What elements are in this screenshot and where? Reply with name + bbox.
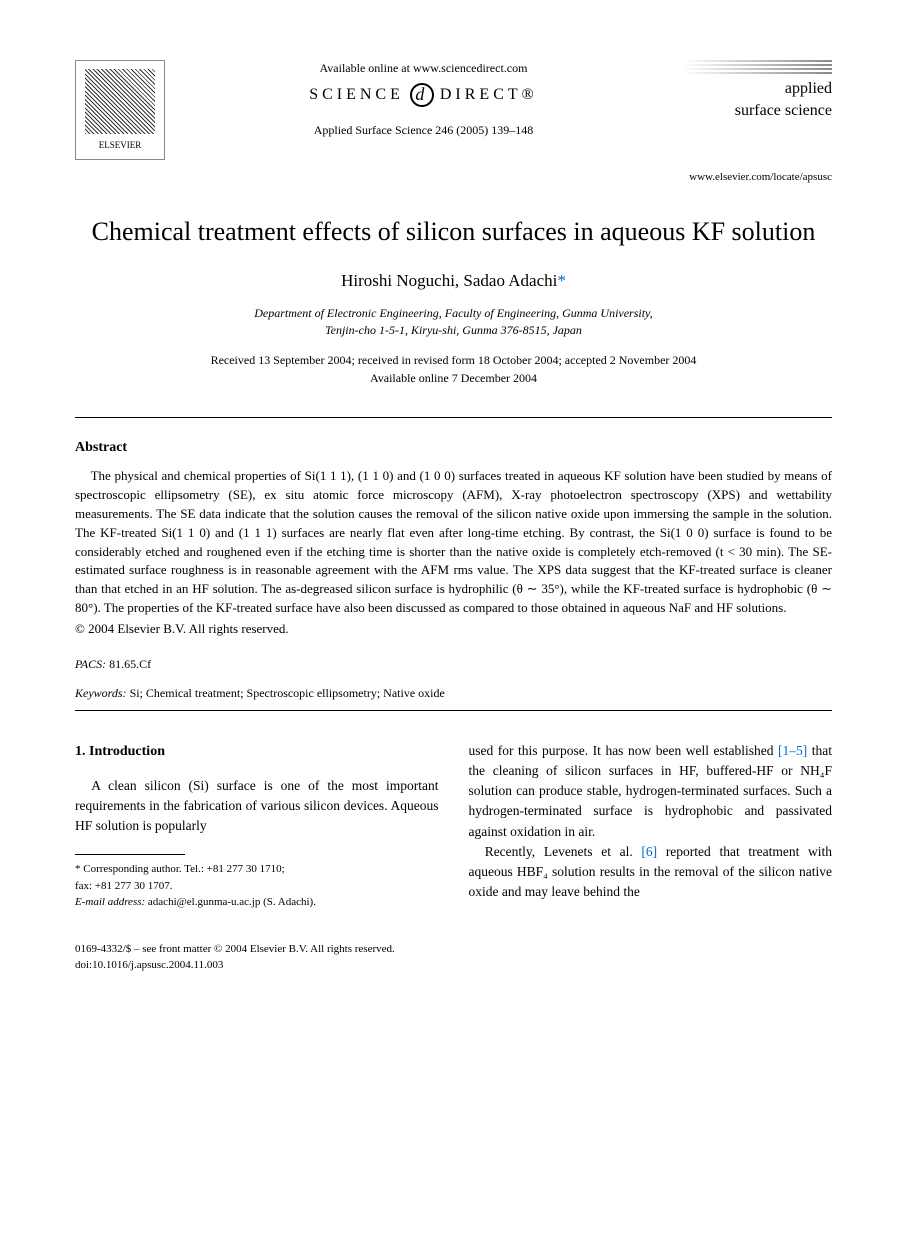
footer-info: 0169-4332/$ – see front matter © 2004 El… — [75, 941, 832, 974]
corr-fax: fax: +81 277 30 1707. — [75, 878, 439, 895]
footnote-divider — [75, 854, 185, 855]
publisher-name: ELSEVIER — [99, 139, 142, 152]
author-1: Hiroshi Noguchi — [341, 271, 455, 290]
article-title: Chemical treatment effects of silicon su… — [75, 215, 832, 249]
affiliation: Department of Electronic Engineering, Fa… — [75, 305, 832, 339]
sciencedirect-block: Available online at www.sciencedirect.co… — [309, 60, 538, 144]
header-row: ELSEVIER Available online at www.science… — [75, 60, 832, 160]
copyright-text: © 2004 Elsevier B.V. All rights reserved… — [75, 620, 832, 638]
para3-a: Recently, Levenets et al. — [485, 844, 642, 859]
corresponding-mark: * — [557, 271, 566, 290]
journal-logo: applied surface science — [682, 60, 832, 123]
corresponding-footnote: * Corresponding author. Tel.: +81 277 30… — [75, 861, 439, 911]
elsevier-tree-icon — [85, 69, 155, 134]
journal-name-1: applied — [682, 78, 832, 100]
keywords-label: Keywords: — [75, 686, 127, 700]
available-online-text: Available online at www.sciencedirect.co… — [309, 60, 538, 77]
corr-email-line: E-mail address: adachi@el.gunma-u.ac.jp … — [75, 894, 439, 911]
dates-line2: Available online 7 December 2004 — [75, 369, 832, 387]
intro-para-3: Recently, Levenets et al. [6] reported t… — [469, 842, 833, 903]
intro-para-2: used for this purpose. It has now been w… — [469, 741, 833, 842]
right-column: used for this purpose. It has now been w… — [469, 741, 833, 911]
keywords: Keywords: Si; Chemical treatment; Spectr… — [75, 685, 832, 702]
article-dates: Received 13 September 2004; received in … — [75, 351, 832, 387]
authors: Hiroshi Noguchi, Sadao Adachi* — [75, 269, 832, 293]
intro-para-1: A clean silicon (Si) surface is one of t… — [75, 776, 439, 837]
pacs-value: 81.65.Cf — [109, 657, 151, 671]
journal-name-2: surface science — [682, 100, 832, 122]
abstract-text: The physical and chemical properties of … — [75, 467, 832, 618]
section-1-heading: 1. Introduction — [75, 741, 439, 762]
left-column: 1. Introduction A clean silicon (Si) sur… — [75, 741, 439, 911]
corr-tel: * Corresponding author. Tel.: +81 277 30… — [75, 861, 439, 878]
body-columns: 1. Introduction A clean silicon (Si) sur… — [75, 741, 832, 911]
author-2: Sadao Adachi — [463, 271, 557, 290]
journal-url[interactable]: www.elsevier.com/locate/apsusc — [75, 170, 832, 185]
email-label: E-mail address: — [75, 896, 145, 908]
dates-line1: Received 13 September 2004; received in … — [75, 351, 832, 369]
journal-logo-lines-icon — [682, 60, 832, 74]
divider-bottom — [75, 710, 832, 711]
abstract-heading: Abstract — [75, 438, 832, 458]
footer-line1: 0169-4332/$ – see front matter © 2004 El… — [75, 941, 832, 958]
keywords-value: Si; Chemical treatment; Spectroscopic el… — [130, 686, 445, 700]
sd-left: SCIENCE — [309, 84, 404, 106]
pacs: PACS: 81.65.Cf — [75, 656, 832, 673]
footer-doi: doi:10.1016/j.apsusc.2004.11.003 — [75, 957, 832, 974]
sciencedirect-logo: SCIENCE d DIRECT® — [309, 83, 538, 107]
ref-link-1-5[interactable]: [1–5] — [778, 743, 807, 758]
journal-reference: Applied Surface Science 246 (2005) 139–1… — [309, 122, 538, 139]
sd-right: DIRECT® — [440, 84, 538, 106]
sd-d-icon: d — [410, 83, 434, 107]
elsevier-logo: ELSEVIER — [75, 60, 165, 160]
affiliation-line2: Tenjin-cho 1-5-1, Kiryu-shi, Gunma 376-8… — [75, 322, 832, 339]
affiliation-line1: Department of Electronic Engineering, Fa… — [75, 305, 832, 322]
divider-top — [75, 417, 832, 418]
ref-link-6[interactable]: [6] — [641, 844, 657, 859]
para2-a: used for this purpose. It has now been w… — [469, 743, 778, 758]
pacs-label: PACS: — [75, 657, 106, 671]
email-value: adachi@el.gunma-u.ac.jp (S. Adachi). — [148, 896, 316, 908]
